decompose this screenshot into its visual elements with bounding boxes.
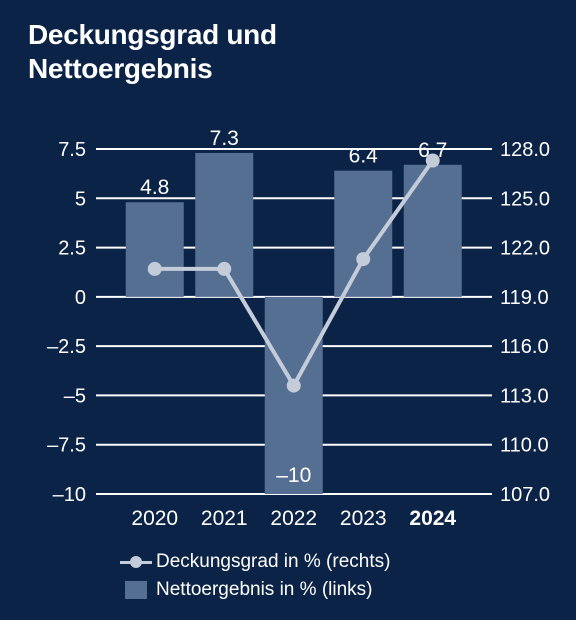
bar-data-label: –10 <box>276 464 311 487</box>
chart-title-line-2: Nettoergebnis <box>28 53 213 84</box>
right-tick-label: 122.0 <box>500 238 550 260</box>
right-tick-label: 107.0 <box>500 484 550 506</box>
legend-item-nettoergebnis: Nettoergebnis in % (links) <box>120 576 390 604</box>
legend-label-deckungsgrad: Deckungsgrad in % (rechts) <box>156 551 391 572</box>
legend-label-nettoergebnis: Nettoergebnis in % (links) <box>156 579 373 600</box>
bar-data-label: 7.3 <box>210 127 239 150</box>
x-tick-label: 2024 <box>409 507 456 530</box>
line-point <box>286 378 301 393</box>
left-tick-label: 7.5 <box>58 139 86 161</box>
line-point <box>147 261 162 276</box>
left-tick-label: 0 <box>75 287 86 309</box>
right-tick-label: 110.0 <box>500 435 549 457</box>
chart-legend: Deckungsgrad in % (rechts) Nettoergebnis… <box>120 548 390 604</box>
left-axis-ticks: 7.5 5 2.5 0 –2.5 –5 –7.5 –10 <box>47 139 86 506</box>
chart-title-line-1: Deckungsgrad und <box>28 19 277 50</box>
bar <box>125 202 184 297</box>
x-tick-label: 2021 <box>201 507 248 530</box>
right-tick-label: 125.0 <box>500 188 550 210</box>
legend-bar-marker <box>125 581 147 599</box>
right-tick-label: 119.0 <box>500 287 549 309</box>
left-tick-label: 2.5 <box>58 238 86 260</box>
chart-plot: 7.5 5 2.5 0 –2.5 –5 –7.5 –10 128.0 125.0 122.0 119… <box>47 127 550 530</box>
bar-data-label: 6.4 <box>349 145 379 168</box>
left-tick-label: 5 <box>75 188 86 210</box>
left-tick-label: –7.5 <box>47 435 86 457</box>
legend-line-marker <box>120 553 152 571</box>
legend-item-deckungsgrad: Deckungsgrad in % (rechts) <box>120 548 390 576</box>
bar-series <box>125 152 462 494</box>
bar-data-label: 4.8 <box>140 176 169 199</box>
left-tick-label: –2.5 <box>47 336 86 358</box>
bar <box>334 170 393 297</box>
x-tick-label: 2023 <box>340 507 387 530</box>
line-point <box>425 153 440 168</box>
x-tick-label: 2020 <box>131 507 178 530</box>
right-tick-label: 128.0 <box>500 139 550 161</box>
x-tick-label: 2022 <box>270 507 317 530</box>
left-tick-label: –10 <box>53 484 86 506</box>
right-tick-label: 113.0 <box>500 385 549 407</box>
line-series <box>147 153 440 393</box>
bar <box>403 164 462 297</box>
chart-title: Deckungsgrad und Nettoergebnis <box>28 18 277 86</box>
bar-data-labels: 4.8 7.3 –10 6.4 6.7 <box>140 127 447 487</box>
bar <box>264 296 323 494</box>
left-tick-label: –5 <box>64 385 86 407</box>
line-point <box>217 261 232 276</box>
right-axis-ticks: 128.0 125.0 122.0 119.0 116.0 113.0 110.0 107.0 <box>500 139 550 506</box>
right-tick-label: 116.0 <box>500 336 549 358</box>
x-axis-ticks: 2020 2021 2022 2023 2024 <box>131 507 456 530</box>
line-point <box>356 252 371 267</box>
bar-data-label: 6.7 <box>418 139 447 162</box>
